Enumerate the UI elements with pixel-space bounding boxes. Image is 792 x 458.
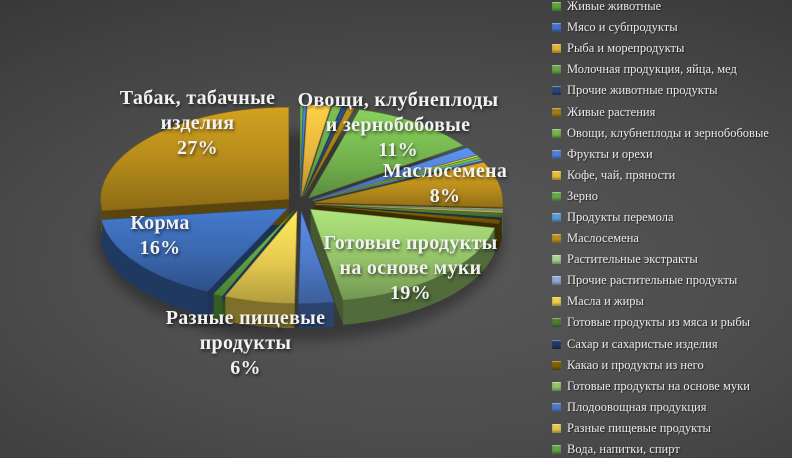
legend-item: Какао и продукты из него: [552, 355, 792, 376]
legend-swatch-icon: [552, 107, 561, 117]
pie-label-percent: 6%: [230, 357, 261, 379]
legend-swatch-icon: [552, 339, 561, 349]
pie-label-percent: 27%: [177, 137, 218, 159]
legend-label: Живые растения: [567, 104, 656, 119]
legend-label: Вода, напитки, спирт: [567, 442, 680, 457]
pie-label-line: Корма: [130, 212, 190, 234]
legend-label: Прочие растительные продукты: [567, 273, 738, 288]
legend-item: Молочная продукция, яйца, мед: [552, 59, 792, 80]
pie-label-flour-products: Готовые продукты на основе муки 19%: [308, 231, 513, 306]
legend-swatch-icon: [552, 276, 561, 286]
legend-item: Разные пищевые продукты: [552, 418, 792, 439]
legend-item: Готовые продукты на основе муки: [552, 376, 792, 397]
legend-swatch-icon: [552, 234, 561, 244]
legend-label: Готовые продукты из мяса и рыбы: [567, 315, 751, 330]
legend-item: Сахар и сахаристые изделия: [552, 334, 792, 355]
legend-label: Мясо и субпродукты: [567, 20, 678, 35]
legend-label: Продукты перемола: [567, 209, 674, 224]
legend-label: Плодоовощная продукция: [567, 399, 707, 414]
legend-item: Масла и жиры: [552, 291, 792, 312]
legend-item: Живые растения: [552, 101, 792, 122]
legend-swatch-icon: [552, 318, 561, 328]
legend-label: Какао и продукты из него: [567, 357, 704, 372]
legend-label: Овощи, клубнеплоды и зернобобовые: [567, 125, 769, 140]
legend-swatch-icon: [552, 128, 561, 138]
legend-label: Растительные экстракты: [567, 252, 698, 267]
pie-label-vegetables: Овощи, клубнеплоды и зернобобовые 11%: [292, 88, 504, 163]
pie-label-percent: 19%: [390, 282, 431, 304]
pie-label-line: Овощи, клубнеплоды: [297, 89, 499, 111]
pie-chart: [96, 104, 504, 341]
pie-label-line: и зернобобовые: [325, 114, 471, 136]
pie-label-line: на основе муки: [339, 257, 482, 279]
legend-label: Фрукты и орехи: [567, 146, 653, 161]
legend-item: Прочие животные продукты: [552, 80, 792, 101]
legend-item: Фрукты и орехи: [552, 144, 792, 165]
legend-item: Рыба и морепродукты: [552, 38, 792, 59]
legend-item: Живые животные: [552, 0, 792, 17]
legend-swatch-icon: [552, 255, 561, 265]
legend-label: Масла и жиры: [567, 294, 644, 309]
legend-swatch-icon: [552, 2, 561, 12]
legend-swatch-icon: [552, 381, 561, 391]
legend-swatch-icon: [552, 170, 561, 180]
legend-item: Вода, напитки, спирт: [552, 439, 792, 458]
legend-label: Рыба и морепродукты: [567, 41, 685, 56]
legend-swatch-icon: [552, 402, 561, 412]
pie-label-feed: Корма 16%: [106, 211, 214, 261]
pie-label-percent: 8%: [429, 185, 461, 207]
legend-label: Прочие животные продукты: [567, 83, 718, 98]
legend-swatch-icon: [552, 297, 561, 307]
pie-label-tobacco: Табак, табачные изделия 27%: [85, 86, 310, 161]
legend-label: Живые животные: [567, 0, 662, 14]
legend-swatch-icon: [552, 191, 561, 201]
legend-item: Готовые продукты из мяса и рыбы: [552, 312, 792, 333]
legend-swatch-icon: [552, 23, 561, 33]
pie-label-line: Готовые продукты: [323, 232, 498, 254]
legend-item: Продукты перемола: [552, 207, 792, 228]
pie-label-line: Табак, табачные: [119, 87, 276, 109]
legend-label: Молочная продукция, яйца, мед: [567, 62, 737, 77]
pie-label-line: изделия: [160, 112, 235, 134]
legend-swatch-icon: [552, 212, 561, 222]
legend-label: Маслосемена: [567, 231, 639, 246]
legend-swatch-icon: [552, 86, 561, 96]
chart-legend: Живые животные Мясо и субпродукты Рыба и м…: [552, 0, 792, 458]
legend-label: Разные пищевые продукты: [567, 420, 711, 435]
legend-item: Прочие растительные продукты: [552, 270, 792, 291]
pie-label-line: продукты: [199, 332, 292, 354]
legend-label: Готовые продукты на основе муки: [567, 378, 750, 393]
legend-label: Кофе, чай, пряности: [567, 167, 676, 182]
legend-label: Сахар и сахаристые изделия: [567, 336, 718, 351]
legend-swatch-icon: [552, 149, 561, 159]
legend-item: Овощи, клубнеплоды и зернобобовые: [552, 123, 792, 144]
pie-label-percent: 11%: [378, 139, 418, 161]
legend-item: Маслосемена: [552, 228, 792, 249]
legend-label: Зерно: [567, 188, 598, 203]
pie-label-percent: 16%: [139, 237, 181, 259]
legend-item: Мясо и субпродукты: [552, 17, 792, 38]
pie-label-line: Разные пищевые: [165, 307, 326, 329]
legend-item: Зерно: [552, 186, 792, 207]
legend-swatch-icon: [552, 65, 561, 75]
legend-swatch-icon: [552, 445, 561, 455]
pie-label-oilseeds: Маслосемена 8%: [352, 159, 538, 209]
legend-item: Кофе, чай, пряности: [552, 165, 792, 186]
legend-swatch-icon: [552, 44, 561, 54]
legend-item: Плодоовощная продукция: [552, 397, 792, 418]
pie-label-misc-food: Разные пищевые продукты 6%: [143, 306, 348, 381]
legend-swatch-icon: [552, 423, 561, 433]
pie-label-line: Маслосемена: [382, 160, 508, 182]
legend-item: Растительные экстракты: [552, 249, 792, 270]
legend-swatch-icon: [552, 360, 561, 370]
